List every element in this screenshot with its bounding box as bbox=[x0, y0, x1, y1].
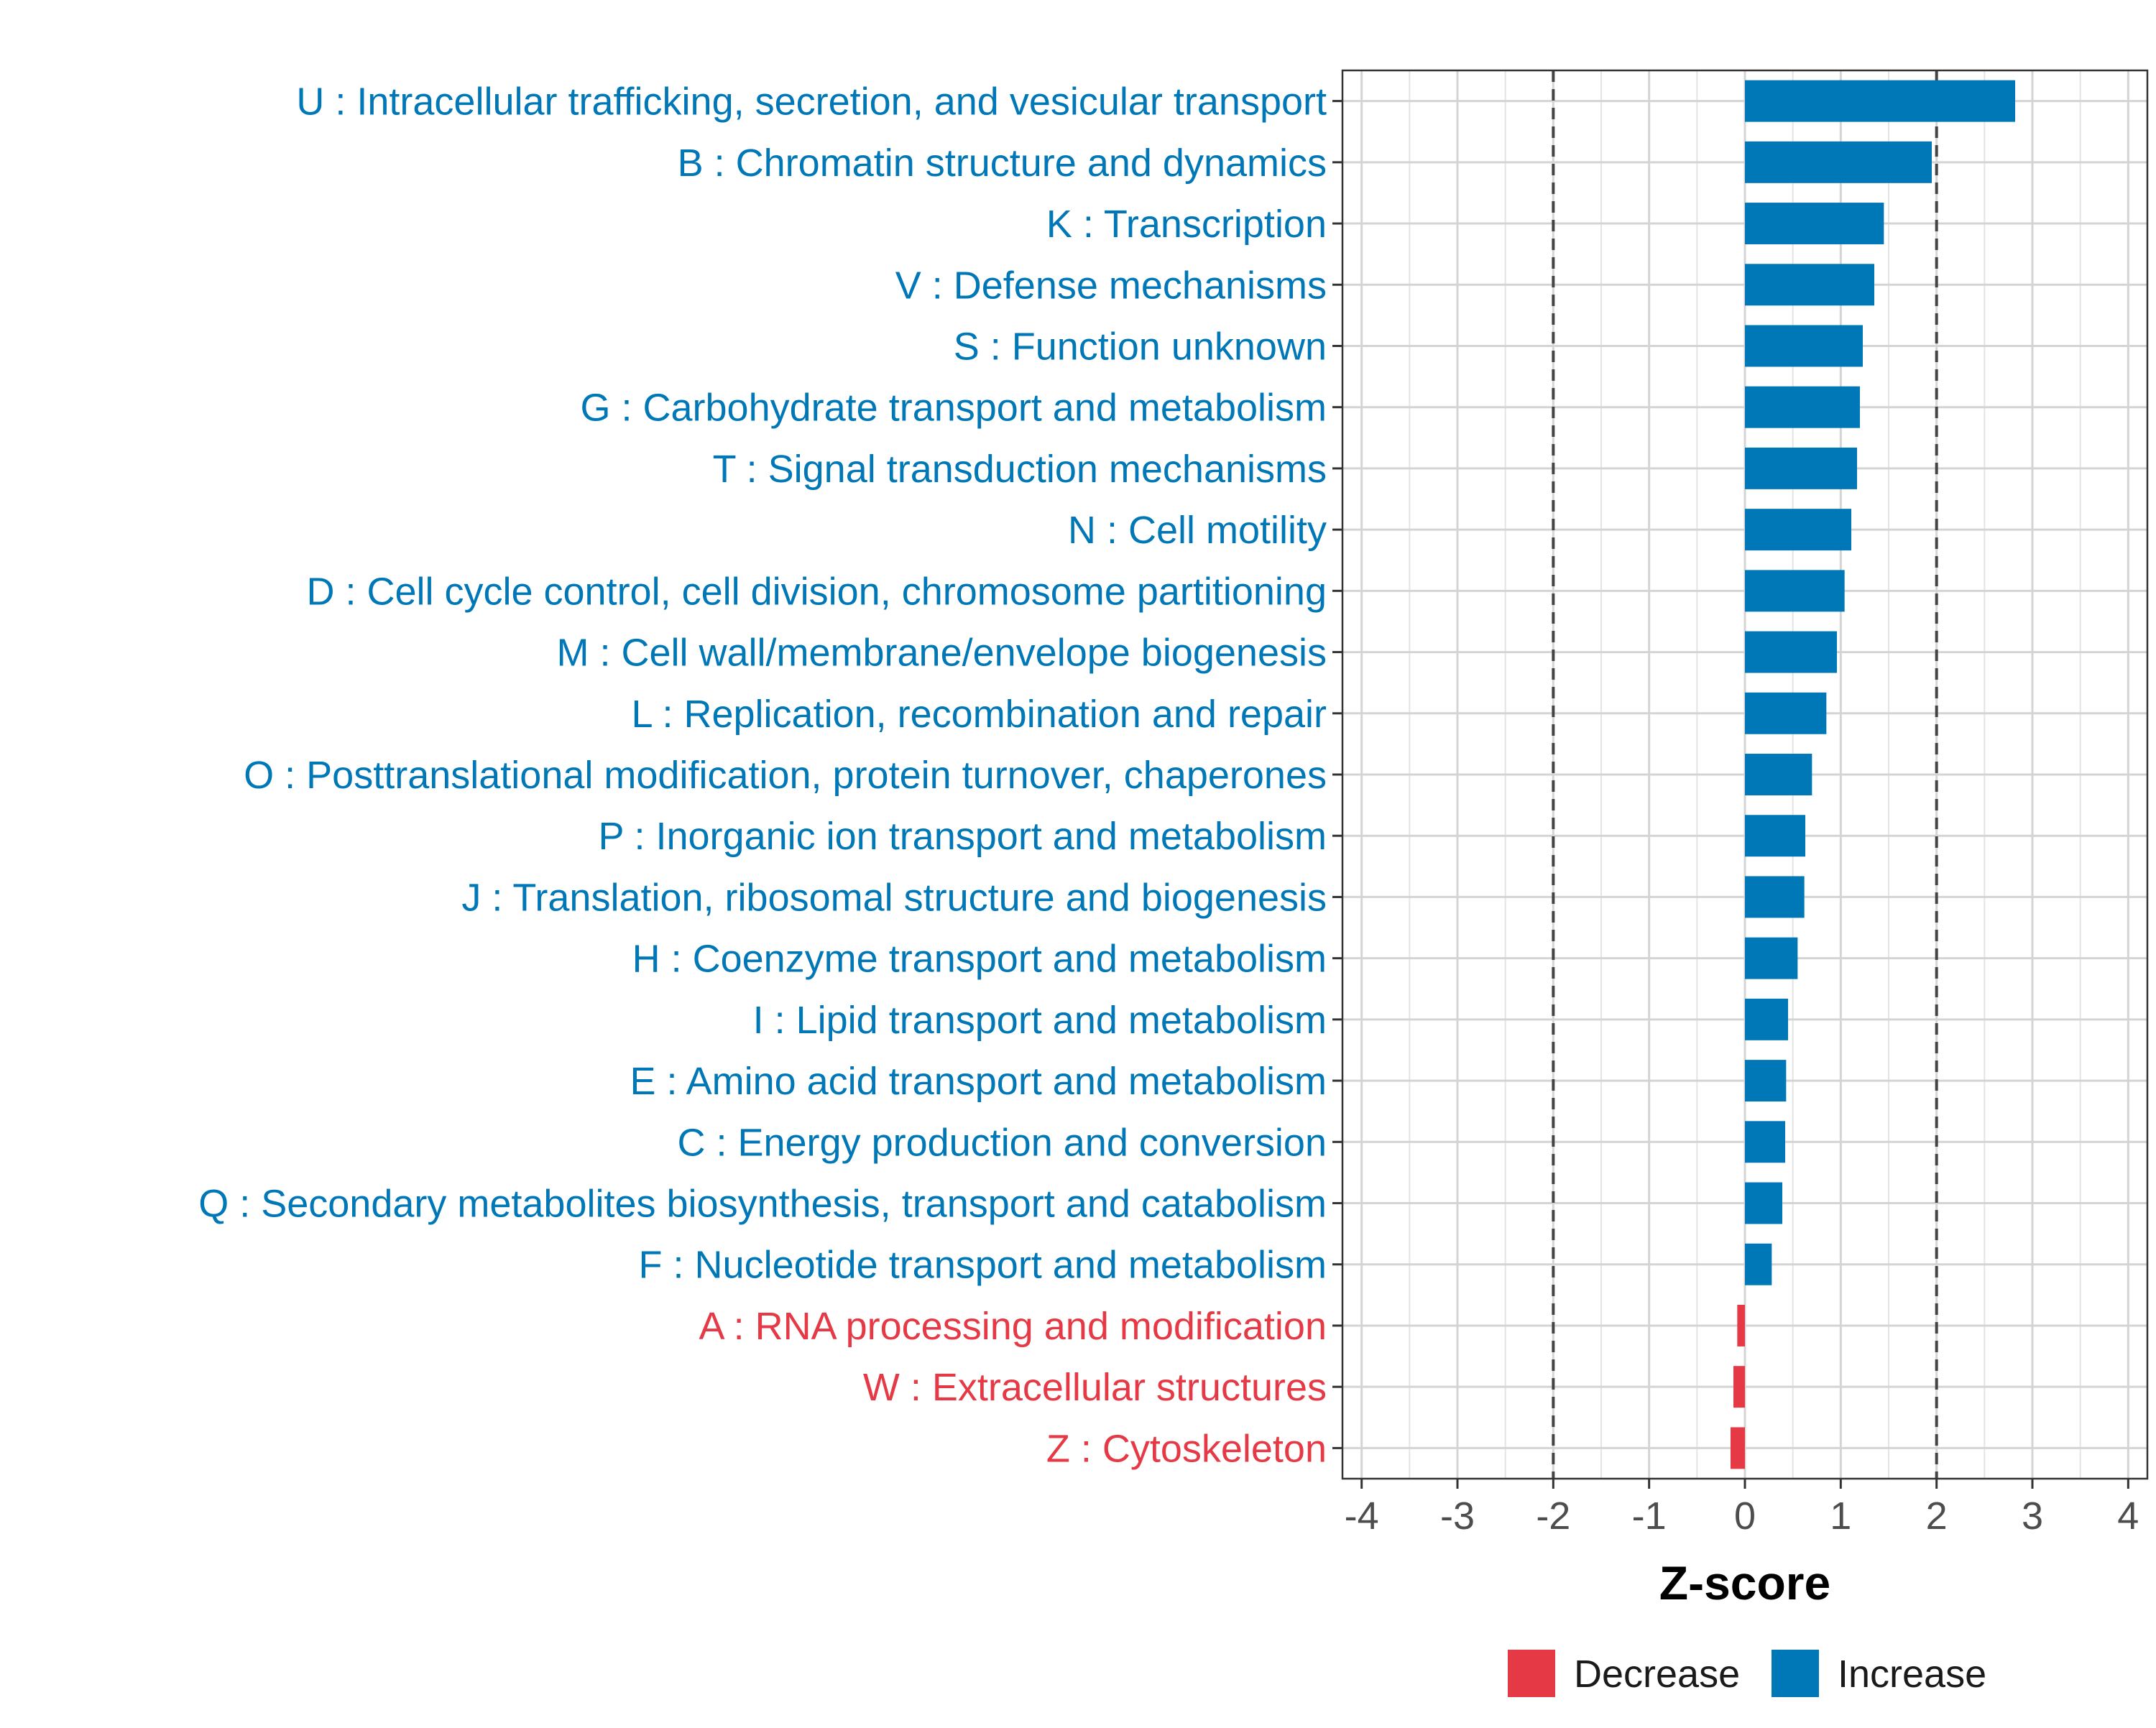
category-label: J : Translation, ribosomal structure and… bbox=[461, 876, 1327, 919]
category-label: L : Replication, recombination and repai… bbox=[631, 693, 1327, 736]
bar-increase bbox=[1745, 1243, 1772, 1285]
x-tick-label: -2 bbox=[1536, 1494, 1570, 1538]
category-label: G : Carbohydrate transport and metabolis… bbox=[581, 387, 1327, 430]
bar-increase bbox=[1745, 692, 1827, 734]
category-label: T : Signal transduction mechanisms bbox=[713, 448, 1327, 491]
category-label: W : Extracellular structures bbox=[863, 1366, 1327, 1409]
bar-increase bbox=[1745, 1060, 1787, 1102]
x-tick-label: 1 bbox=[1830, 1494, 1851, 1538]
category-label: P : Inorganic ion transport and metaboli… bbox=[598, 815, 1327, 858]
category-label: U : Intracellular trafficking, secretion… bbox=[296, 80, 1327, 124]
category-label: A : RNA processing and modification bbox=[699, 1305, 1327, 1348]
bar-increase bbox=[1745, 815, 1805, 857]
legend: Decrease Increase bbox=[1508, 1650, 1986, 1697]
category-label: M : Cell wall/membrane/envelope biogenes… bbox=[556, 632, 1327, 675]
bar-increase bbox=[1745, 1121, 1785, 1163]
x-tick-label: -1 bbox=[1632, 1494, 1667, 1538]
bar-increase bbox=[1745, 386, 1860, 428]
category-label: D : Cell cycle control, cell division, c… bbox=[306, 570, 1327, 613]
category-label: O : Posttranslational modification, prot… bbox=[244, 754, 1327, 797]
legend-swatch-increase bbox=[1772, 1650, 1819, 1697]
bar-increase bbox=[1745, 570, 1845, 612]
y-axis: U : Intracellular trafficking, secretion… bbox=[198, 80, 1342, 1470]
bar-decrease bbox=[1737, 1304, 1745, 1346]
legend-swatch-decrease bbox=[1508, 1650, 1555, 1697]
x-axis: -4 -3 -2 -1 0 1 2 3 4 bbox=[1345, 1479, 2139, 1538]
category-label: S : Function unknown bbox=[954, 325, 1327, 368]
bar-increase bbox=[1745, 631, 1837, 673]
bar-increase bbox=[1745, 264, 1874, 306]
category-label: C : Energy production and conversion bbox=[677, 1121, 1327, 1164]
category-label: V : Defense mechanisms bbox=[895, 264, 1327, 307]
x-axis-title: Z-score bbox=[1659, 1556, 1830, 1609]
category-label: H : Coenzyme transport and metabolism bbox=[632, 938, 1327, 981]
bar-increase bbox=[1745, 80, 2015, 122]
category-label: B : Chromatin structure and dynamics bbox=[678, 142, 1327, 185]
threshold-lines bbox=[1552, 70, 1938, 1479]
bar-increase bbox=[1745, 325, 1863, 367]
legend-label-increase: Increase bbox=[1838, 1653, 1986, 1696]
bar-increase bbox=[1745, 754, 1812, 795]
bar-increase bbox=[1745, 1182, 1782, 1224]
bar-increase bbox=[1745, 203, 1884, 245]
category-label: F : Nucleotide transport and metabolism bbox=[639, 1244, 1327, 1287]
category-label: Q : Secondary metabolites biosynthesis, … bbox=[198, 1183, 1327, 1226]
bar-increase bbox=[1745, 141, 1932, 183]
category-label: I : Lipid transport and metabolism bbox=[753, 999, 1327, 1042]
bar-decrease bbox=[1733, 1366, 1745, 1408]
x-tick-label: 0 bbox=[1734, 1494, 1756, 1538]
bar-increase bbox=[1745, 509, 1851, 551]
x-tick-label: 4 bbox=[2117, 1494, 2139, 1538]
x-tick-label: -3 bbox=[1440, 1494, 1475, 1538]
bar-increase bbox=[1745, 876, 1805, 918]
bar-increase bbox=[1745, 998, 1788, 1040]
legend-label-decrease: Decrease bbox=[1574, 1653, 1740, 1696]
bar-increase bbox=[1745, 447, 1857, 489]
bar-decrease bbox=[1731, 1427, 1745, 1469]
x-tick-label: -4 bbox=[1345, 1494, 1379, 1538]
category-label: K : Transcription bbox=[1046, 203, 1327, 246]
category-label: Z : Cytoskeleton bbox=[1046, 1427, 1327, 1470]
bars bbox=[1731, 80, 2015, 1469]
category-label: N : Cell motility bbox=[1068, 509, 1327, 552]
bar-increase bbox=[1745, 937, 1798, 979]
category-label: E : Amino acid transport and metabolism bbox=[630, 1060, 1327, 1103]
x-tick-label: 3 bbox=[2022, 1494, 2043, 1538]
x-tick-label: 2 bbox=[1926, 1494, 1948, 1538]
